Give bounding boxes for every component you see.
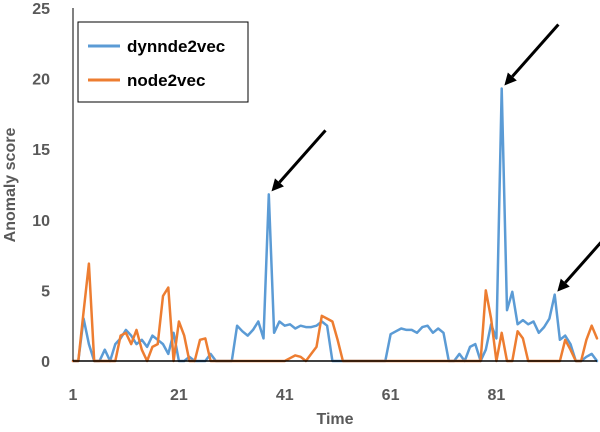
x-tick-label: 61 [382, 387, 400, 404]
legend-label-node2vec: node2vec [127, 71, 205, 90]
y-tick-label: 20 [32, 72, 50, 89]
x-tick-label: 81 [488, 387, 506, 404]
legend-label-dynnde2vec: dynnde2vec [127, 37, 225, 56]
y-tick-label: 25 [32, 1, 50, 18]
axes [72, 8, 597, 362]
annotation-arrow [271, 129, 327, 192]
series-line-dynnde2vec [71, 87, 599, 363]
x-axis-ticks: 1 21 41 61 81 [69, 387, 506, 404]
y-axis-ticks: 0 5 10 15 20 25 [32, 1, 50, 371]
legend: dynnde2vec node2vec [77, 21, 249, 103]
y-tick-label: 5 [41, 283, 50, 300]
annotation-arrows [271, 23, 600, 292]
y-tick-label: 15 [32, 142, 50, 159]
annotation-arrow [557, 241, 600, 292]
y-tick-label: 10 [32, 213, 50, 230]
x-tick-label: 41 [276, 387, 294, 404]
x-tick-label: 1 [69, 387, 78, 404]
x-tick-label: 21 [170, 387, 188, 404]
y-tick-label: 0 [41, 354, 50, 371]
y-axis-title: Anomaly score [2, 128, 19, 243]
series-layer [71, 87, 599, 363]
annotation-arrow [504, 23, 560, 86]
legend-box [77, 21, 249, 103]
x-axis-title: Time [316, 411, 353, 428]
series-line-node2vec [71, 262, 599, 363]
